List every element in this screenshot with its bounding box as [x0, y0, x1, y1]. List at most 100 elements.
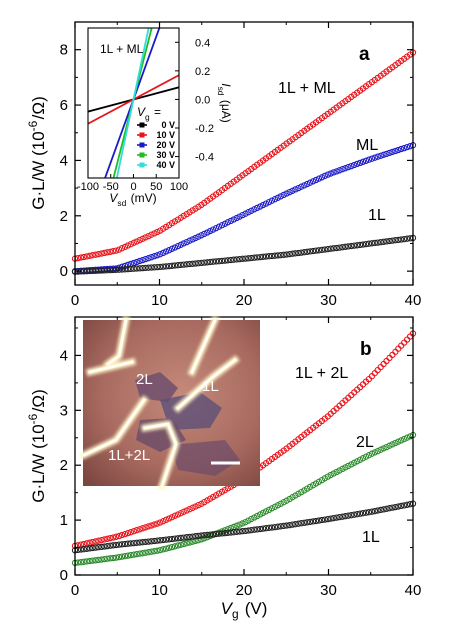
data-point [374, 507, 381, 514]
data-point [92, 251, 99, 258]
data-point [239, 520, 246, 527]
legend-entry: 30 V [156, 150, 175, 160]
data-point [145, 523, 152, 530]
data-point [356, 159, 364, 167]
data-point [242, 255, 249, 262]
data-point [236, 521, 243, 528]
data-point [403, 501, 411, 508]
data-point [377, 506, 384, 514]
data-point [130, 551, 137, 558]
data-point [154, 547, 161, 554]
data-point [324, 515, 331, 523]
data-point [92, 557, 99, 564]
data-point [107, 248, 114, 255]
data-point [98, 250, 105, 257]
data-point [365, 156, 373, 163]
data-point [339, 513, 346, 520]
data-point [371, 154, 378, 161]
data-point [374, 153, 381, 160]
data-point [386, 149, 393, 157]
data-point [374, 366, 381, 374]
data-point [115, 266, 123, 273]
data-point [354, 242, 361, 249]
data-point [309, 247, 317, 255]
data-point [239, 528, 246, 535]
data-point [83, 558, 90, 565]
inset-x-tick-label: -50 [103, 181, 119, 193]
data-point [151, 537, 158, 545]
data-point [95, 267, 102, 274]
data-point [362, 240, 370, 248]
data-point [336, 513, 343, 521]
data-point [118, 553, 126, 560]
data-point [112, 554, 120, 561]
data-point [133, 238, 140, 245]
data-point [236, 255, 243, 263]
data-point [133, 527, 140, 534]
data-point [327, 515, 334, 522]
data-point [277, 500, 284, 507]
data-point [192, 533, 199, 540]
data-point [354, 160, 361, 168]
inset-x-tick-label: -100 [77, 181, 99, 193]
data-point [215, 530, 223, 537]
data-point [345, 512, 352, 519]
data-point [142, 255, 149, 263]
data-point [112, 266, 120, 273]
data-point [127, 529, 134, 536]
data-point [212, 258, 220, 265]
data-point [383, 443, 390, 451]
data-point [395, 438, 402, 445]
data-point [336, 167, 343, 174]
data-point [398, 145, 405, 153]
data-point [321, 172, 328, 180]
data-point [377, 363, 384, 371]
y-tick-label: 4 [60, 347, 68, 364]
data-point [392, 439, 399, 447]
data-point [162, 516, 170, 523]
data-point [83, 268, 90, 275]
data-point [107, 555, 114, 562]
inset-line [115, 28, 150, 178]
data-point [254, 526, 261, 533]
data-point [292, 186, 299, 193]
inset-x-tick-label: 100 [170, 181, 188, 193]
data-point [283, 251, 290, 258]
data-point [77, 559, 85, 566]
data-point [265, 253, 273, 260]
data-point [148, 254, 155, 261]
y-tick-label: 2 [60, 457, 68, 474]
data-point [104, 535, 111, 542]
data-point [207, 258, 214, 266]
data-point [342, 513, 349, 520]
data-point [348, 242, 355, 250]
panel-a-series-label: 1L [368, 207, 386, 224]
legend-entry: 40 V [156, 160, 175, 170]
data-point [142, 264, 149, 272]
data-point [86, 252, 93, 259]
data-point [268, 197, 276, 204]
data-point [233, 528, 240, 535]
data-point [83, 545, 90, 552]
data-point [77, 546, 85, 553]
series-ml [71, 142, 417, 275]
data-point [221, 257, 229, 264]
data-point [130, 265, 137, 272]
data-point [389, 237, 396, 244]
y-tick-label: 8 [60, 42, 68, 59]
data-point [359, 510, 367, 517]
data-point [189, 260, 196, 267]
data-point [268, 524, 276, 531]
data-point [180, 540, 187, 548]
data-point [215, 258, 223, 265]
data-point [168, 543, 176, 551]
data-point [142, 538, 149, 546]
data-point [98, 536, 105, 544]
data-point [145, 255, 152, 262]
data-point [339, 166, 346, 173]
y-tick-label: 1 [60, 512, 68, 529]
data-point [312, 247, 320, 254]
data-point [157, 546, 164, 554]
data-point [195, 260, 202, 267]
